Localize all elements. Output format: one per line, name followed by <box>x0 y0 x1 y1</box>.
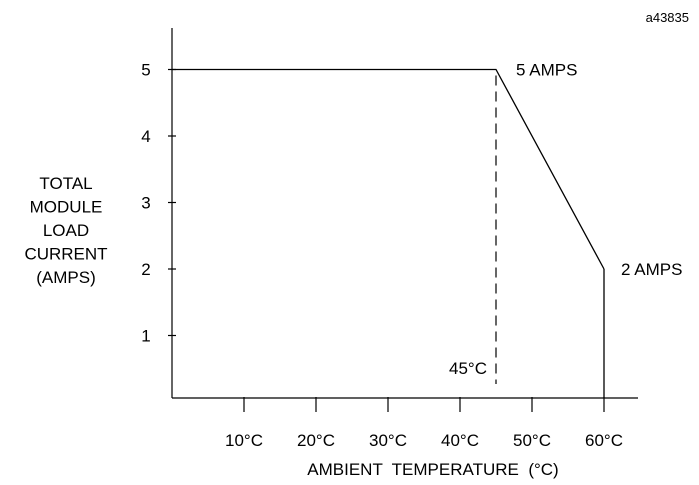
x-tick-label-60: 60°C <box>585 431 623 450</box>
y-axis-label-line-0: TOTAL <box>39 174 92 193</box>
annotation-0: 5 AMPS <box>516 61 577 80</box>
y-axis-label: TOTAL MODULE LOAD CURRENT (AMPS) <box>24 174 107 287</box>
y-axis-label-line-4: (AMPS) <box>36 268 96 287</box>
x-tick-label-10: 10°C <box>225 431 263 450</box>
annotation-1: 2 AMPS <box>621 260 682 279</box>
x-axis-label: AMBIENT TEMPERATURE (°C) <box>307 460 558 479</box>
y-axis-label-line-2: LOAD <box>43 221 89 240</box>
series-line-0 <box>172 68 605 270</box>
x-tick-label-40: 40°C <box>441 431 479 450</box>
vertical-marker-label: 45°C <box>449 359 487 378</box>
y-axis-label-line-3: CURRENT <box>24 245 107 264</box>
axes: 1 2 3 4 5 10°C 20°C 30°C 40°C 50°C 60°C <box>141 28 638 450</box>
y-tick-label-3: 3 <box>141 194 150 213</box>
y-tick-label-2: 2 <box>141 260 150 279</box>
y-axis-label-line-1: MODULE <box>30 198 103 217</box>
y-tick-label-1: 1 <box>141 327 150 346</box>
x-tick-label-50: 50°C <box>513 431 551 450</box>
x-tick-label-20: 20°C <box>297 431 335 450</box>
y-tick-label-5: 5 <box>141 61 150 80</box>
figure-id: a43835 <box>646 10 689 25</box>
y-tick-label-4: 4 <box>141 127 150 146</box>
plot-marks: 45°C 5 AMPS 2 AMPS <box>171 61 682 398</box>
x-tick-label-30: 30°C <box>369 431 407 450</box>
